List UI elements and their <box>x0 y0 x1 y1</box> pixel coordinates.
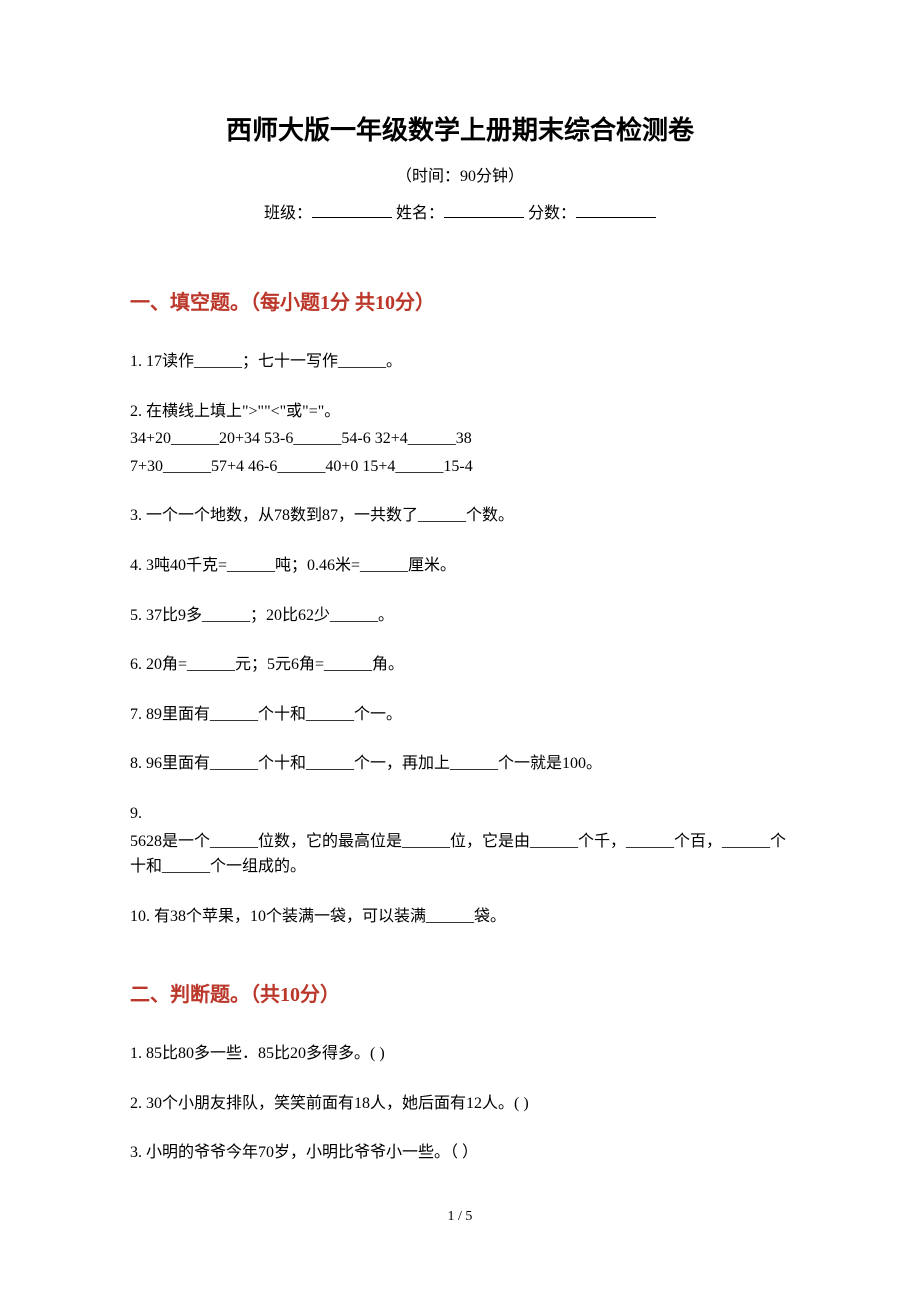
page-number: 1 / 5 <box>130 1206 790 1228</box>
question-1-5: 5. 37比9多______；20比62少______。 <box>130 603 790 629</box>
page-title: 西师大版一年级数学上册期末综合检测卷 <box>130 110 790 152</box>
section-2-header: 二、判断题。（共10分） <box>130 979 790 1011</box>
question-1-3: 3. 一个一个地数，从78数到87，一共数了______个数。 <box>130 503 790 529</box>
question-1-4: 4. 3吨40千克=______吨；0.46米=______厘米。 <box>130 553 790 579</box>
name-blank <box>444 199 524 218</box>
question-1-9-line2: 5628是一个______位数，它的最高位是______位，它是由______个… <box>130 829 790 880</box>
question-1-2-line3: 7+30______57+4 46-6______40+0 15+4______… <box>130 454 790 480</box>
name-label: 姓名： <box>396 205 444 222</box>
question-1-10: 10. 有38个苹果，10个装满一袋，可以装满______袋。 <box>130 904 790 930</box>
question-2-1: 1. 85比80多一些．85比20多得多。( ) <box>130 1041 790 1067</box>
question-1-1: 1. 17读作______；七十一写作______。 <box>130 349 790 375</box>
section-1-header: 一、填空题。（每小题1分 共10分） <box>130 287 790 319</box>
class-blank <box>312 199 392 218</box>
question-1-8: 8. 96里面有______个十和______个一，再加上______个一就是1… <box>130 751 790 777</box>
question-1-9-line1: 9. <box>130 801 790 827</box>
class-label: 班级： <box>264 205 312 222</box>
question-1-2: 2. 在横线上填上">""<"或"="。 34+20______20+34 53… <box>130 399 790 480</box>
question-1-6: 6. 20角=______元；5元6角=______角。 <box>130 652 790 678</box>
exam-time: （时间：90分钟） <box>130 164 790 190</box>
question-1-2-line1: 2. 在横线上填上">""<"或"="。 <box>130 399 790 425</box>
question-1-9: 9. 5628是一个______位数，它的最高位是______位，它是由____… <box>130 801 790 880</box>
question-1-2-line2: 34+20______20+34 53-6______54-6 32+4____… <box>130 426 790 452</box>
question-2-3: 3. 小明的爷爷今年70岁，小明比爷爷小一些。（ ） <box>130 1140 790 1166</box>
score-blank <box>576 199 656 218</box>
score-label: 分数： <box>528 205 576 222</box>
question-1-7: 7. 89里面有______个十和______个一。 <box>130 702 790 728</box>
question-2-2: 2. 30个小朋友排队，笑笑前面有18人，她后面有12人。( ) <box>130 1091 790 1117</box>
student-info-line: 班级： 姓名： 分数： <box>130 199 790 227</box>
